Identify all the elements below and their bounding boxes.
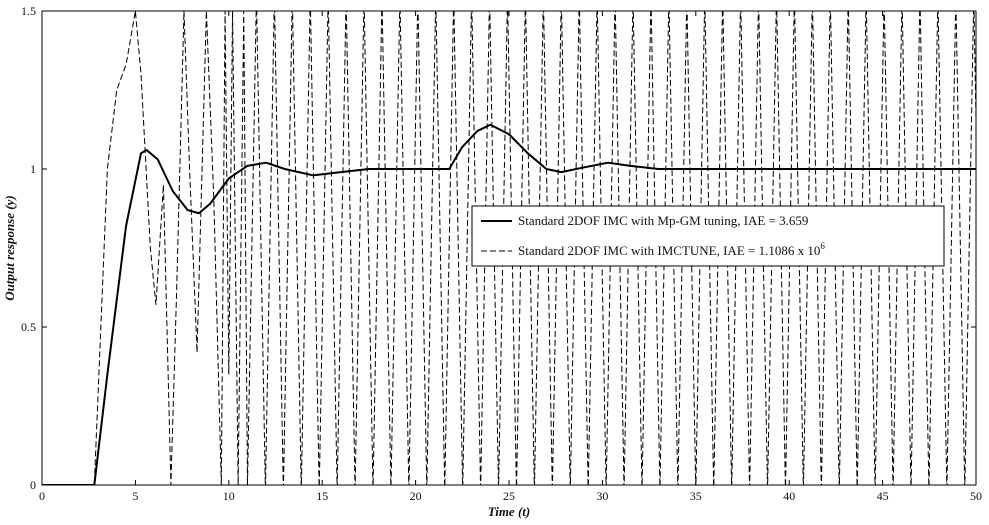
y-tick-label: 0 <box>30 478 36 492</box>
x-axis-label: Time (t) <box>488 504 530 519</box>
y-tick-label: 1 <box>30 162 36 176</box>
x-tick-label: 25 <box>503 489 515 503</box>
legend: Standard 2DOF IMC with Mp-GM tuning, IAE… <box>471 205 945 267</box>
legend-label-dashed-text: Standard 2DOF IMC with IMCTUNE, IAE = 1.… <box>518 243 820 258</box>
x-tick-label: 50 <box>970 489 982 503</box>
x-tick-label: 5 <box>132 489 138 503</box>
ticks-layer: 0 5 10 15 20 25 30 35 40 45 50 0 0.5 1 1.5 <box>21 4 982 503</box>
x-tick-label: 10 <box>223 489 235 503</box>
x-tick-label: 45 <box>877 489 889 503</box>
x-tick-label: 20 <box>410 489 422 503</box>
legend-label-solid: Standard 2DOF IMC with Mp-GM tuning, IAE… <box>518 213 808 228</box>
y-tick-label: 0.5 <box>21 320 36 334</box>
x-tick-label: 40 <box>783 489 795 503</box>
y-axis-label: Output response (y) <box>2 195 17 300</box>
legend-label-dashed: Standard 2DOF IMC with IMCTUNE, IAE = 1.… <box>518 241 825 258</box>
series-layer <box>42 11 976 485</box>
y-tick-label: 1.5 <box>21 4 36 18</box>
legend-label-dashed-exponent: 6 <box>820 241 825 251</box>
x-tick-label: 30 <box>596 489 608 503</box>
legend-box <box>471 205 945 267</box>
series-imctune-line <box>42 11 976 485</box>
series-mpgm-line <box>42 123 976 485</box>
x-tick-label: 15 <box>316 489 328 503</box>
x-tick-label: 0 <box>39 489 45 503</box>
x-tick-label: 35 <box>690 489 702 503</box>
